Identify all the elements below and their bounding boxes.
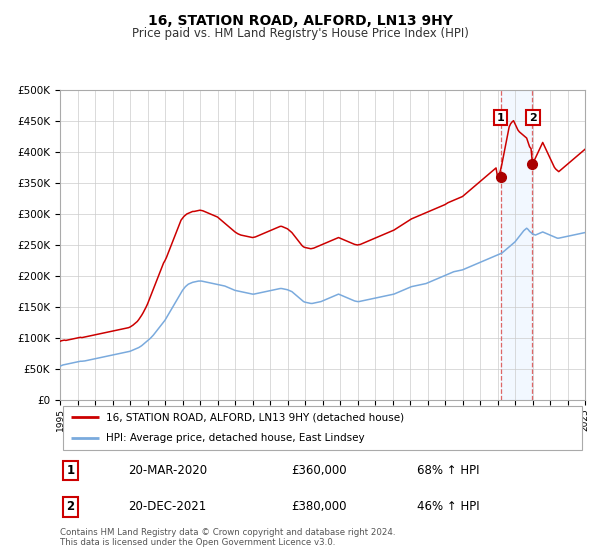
Text: 16, STATION ROAD, ALFORD, LN13 9HY: 16, STATION ROAD, ALFORD, LN13 9HY [148, 14, 452, 28]
Text: 20-MAR-2020: 20-MAR-2020 [128, 464, 208, 477]
Bar [502, 90, 532, 400]
Text: 20-DEC-2021: 20-DEC-2021 [128, 500, 206, 514]
FancyBboxPatch shape [62, 406, 583, 450]
Text: 68% ↑ HPI: 68% ↑ HPI [417, 464, 479, 477]
Text: 2: 2 [529, 113, 537, 123]
Text: 2: 2 [67, 500, 74, 514]
Text: Price paid vs. HM Land Registry's House Price Index (HPI): Price paid vs. HM Land Registry's House … [131, 27, 469, 40]
Text: 16, STATION ROAD, ALFORD, LN13 9HY (detached house): 16, STATION ROAD, ALFORD, LN13 9HY (deta… [106, 412, 404, 422]
Text: 1: 1 [67, 464, 74, 477]
Text: HPI: Average price, detached house, East Lindsey: HPI: Average price, detached house, East… [106, 433, 365, 444]
Text: 1: 1 [497, 113, 505, 123]
Text: 46% ↑ HPI: 46% ↑ HPI [417, 500, 479, 514]
Text: Contains HM Land Registry data © Crown copyright and database right 2024.
This d: Contains HM Land Registry data © Crown c… [60, 528, 395, 547]
Text: £360,000: £360,000 [291, 464, 347, 477]
Text: £380,000: £380,000 [291, 500, 347, 514]
